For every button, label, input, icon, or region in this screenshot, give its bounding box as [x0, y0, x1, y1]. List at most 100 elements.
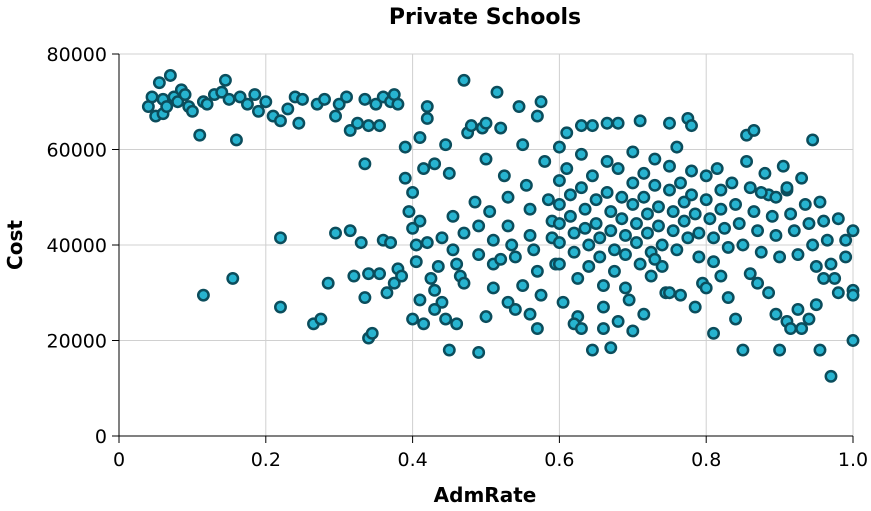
gridlines	[119, 53, 854, 436]
data-point	[248, 88, 262, 102]
data-point	[567, 226, 581, 240]
y-tick-label: 60000	[47, 140, 107, 162]
data-point	[472, 248, 486, 262]
data-point	[743, 267, 757, 281]
data-point	[685, 119, 698, 133]
data-point	[773, 250, 787, 264]
data-point	[435, 231, 449, 245]
axes: 0 0.2 0.4 0.6 0.8 1.0 0 20000 40000 60000 80000	[47, 44, 869, 471]
data-point	[457, 226, 471, 240]
data-point	[369, 97, 383, 111]
data-point	[596, 279, 610, 293]
data-point	[274, 114, 287, 128]
data-point	[630, 217, 643, 230]
data-point	[483, 205, 497, 219]
data-point	[152, 76, 166, 90]
data-point	[721, 291, 735, 304]
data-point	[589, 217, 603, 230]
data-point	[387, 276, 401, 290]
data-point	[417, 317, 431, 331]
data-point	[670, 243, 684, 257]
data-point	[608, 264, 621, 278]
data-point	[615, 190, 629, 204]
data-point	[534, 95, 548, 109]
data-point	[780, 181, 794, 195]
data-point	[446, 243, 460, 257]
data-point	[824, 369, 838, 383]
data-point	[516, 138, 530, 152]
data-point	[398, 140, 412, 154]
data-point	[615, 212, 629, 226]
data-point	[218, 73, 232, 87]
data-point	[343, 123, 357, 137]
data-point	[486, 233, 500, 247]
data-point	[747, 123, 761, 137]
x-tick-label: 0	[113, 449, 125, 471]
data-point	[806, 238, 820, 252]
data-point	[318, 92, 331, 106]
data-point	[600, 186, 614, 199]
data-point	[347, 269, 361, 283]
data-point	[552, 174, 566, 187]
data-point	[813, 343, 827, 357]
data-point	[420, 112, 434, 125]
x-tick-label: 0.2	[251, 449, 281, 471]
data-point	[600, 154, 614, 168]
data-point	[732, 217, 746, 230]
data-point	[714, 202, 728, 216]
data-point	[839, 250, 853, 264]
data-point	[648, 178, 662, 192]
data-point	[457, 73, 471, 87]
data-point	[171, 95, 185, 109]
data-point	[604, 224, 618, 238]
y-tick-label: 20000	[47, 331, 107, 353]
data-point	[358, 291, 372, 304]
data-point	[479, 116, 493, 130]
data-point	[428, 157, 442, 171]
data-point	[365, 326, 379, 340]
data-point	[358, 92, 372, 106]
data-point	[512, 100, 526, 113]
data-point	[769, 229, 783, 242]
data-point	[145, 90, 159, 104]
data-point	[296, 92, 309, 106]
data-point	[274, 231, 287, 245]
data-point	[472, 219, 486, 233]
data-point	[688, 300, 702, 314]
data-point	[406, 186, 420, 199]
data-point	[428, 303, 442, 316]
data-point	[641, 207, 654, 221]
data-point	[497, 169, 511, 183]
data-point	[674, 176, 687, 190]
data-point	[409, 238, 423, 252]
data-point	[795, 322, 809, 336]
data-point	[729, 312, 743, 326]
data-point	[552, 140, 566, 154]
data-point	[593, 231, 607, 245]
data-point	[578, 202, 592, 216]
data-point	[527, 243, 541, 257]
data-point	[725, 176, 739, 190]
data-point	[241, 97, 254, 111]
data-point	[424, 271, 438, 285]
data-point	[354, 236, 368, 250]
data-point	[508, 303, 522, 316]
data-point	[340, 90, 353, 104]
data-point	[281, 102, 295, 116]
data-point	[530, 264, 544, 278]
y-tick-label: 80000	[47, 44, 107, 66]
data-point	[736, 238, 750, 252]
data-point	[707, 231, 720, 245]
data-point	[663, 116, 676, 130]
data-point	[413, 131, 427, 145]
data-point	[644, 269, 658, 283]
data-point	[604, 341, 618, 355]
data-point	[362, 119, 376, 133]
data-point	[585, 169, 599, 183]
data-point	[442, 166, 456, 180]
data-point	[776, 159, 790, 173]
data-point	[663, 286, 676, 300]
data-point	[494, 121, 508, 135]
data-point	[703, 212, 717, 226]
data-point	[820, 233, 834, 247]
